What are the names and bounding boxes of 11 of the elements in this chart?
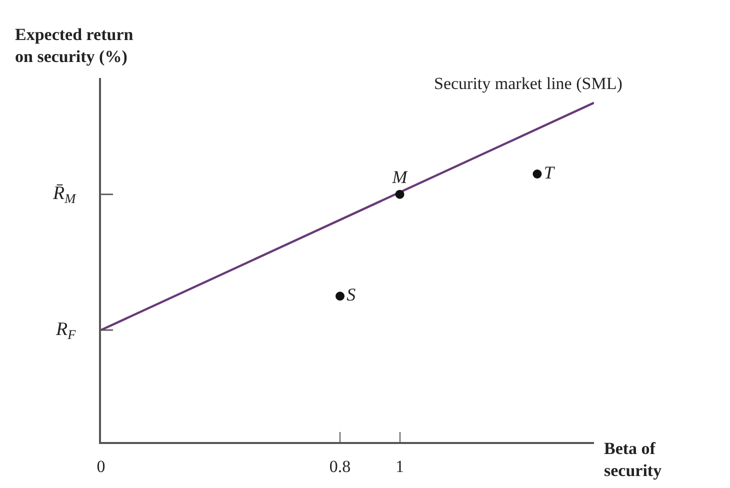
y-axis-title: Expected return on security (%) [15,25,134,66]
x-tick-label: 0 [96,457,106,476]
ref-line-label: R̄$_{M}$ [52,183,77,206]
x-axis-title: Beta of security [604,439,662,480]
series-label: T [544,162,556,182]
series-label: Security market line (SML) [434,74,622,93]
ref-line-label: R$_{F}$ [55,319,77,342]
x-tick-label: 1 [396,457,404,476]
series-label: M [391,167,408,188]
x-tick-label: 0.8 [329,457,351,476]
series-label: S [346,284,356,305]
